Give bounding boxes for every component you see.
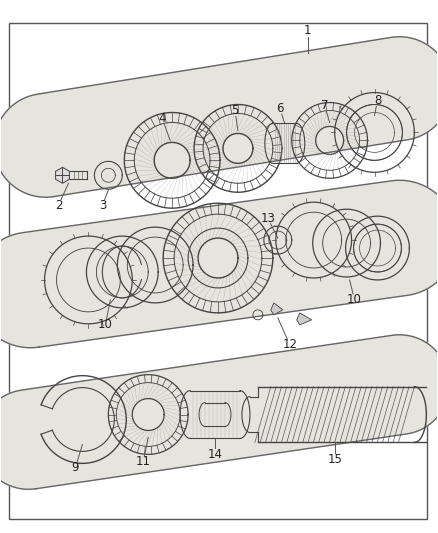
Polygon shape (0, 37, 438, 197)
Polygon shape (56, 167, 69, 183)
Text: 8: 8 (374, 94, 381, 107)
Text: 11: 11 (136, 455, 151, 468)
Text: 6: 6 (276, 102, 283, 115)
Text: 14: 14 (208, 448, 223, 461)
Text: 4: 4 (159, 112, 166, 125)
Text: 7: 7 (321, 99, 328, 112)
Polygon shape (0, 180, 438, 348)
Polygon shape (297, 313, 312, 325)
Text: 10: 10 (98, 318, 113, 332)
Polygon shape (271, 303, 283, 315)
Text: 13: 13 (261, 212, 275, 224)
Text: 2: 2 (55, 199, 62, 212)
Text: 9: 9 (72, 461, 79, 474)
Text: 1: 1 (304, 24, 311, 37)
Text: 12: 12 (282, 338, 297, 351)
Text: 15: 15 (327, 453, 342, 466)
Polygon shape (0, 335, 438, 489)
Text: 5: 5 (231, 104, 239, 117)
Text: 3: 3 (99, 199, 106, 212)
Text: 10: 10 (347, 293, 362, 306)
